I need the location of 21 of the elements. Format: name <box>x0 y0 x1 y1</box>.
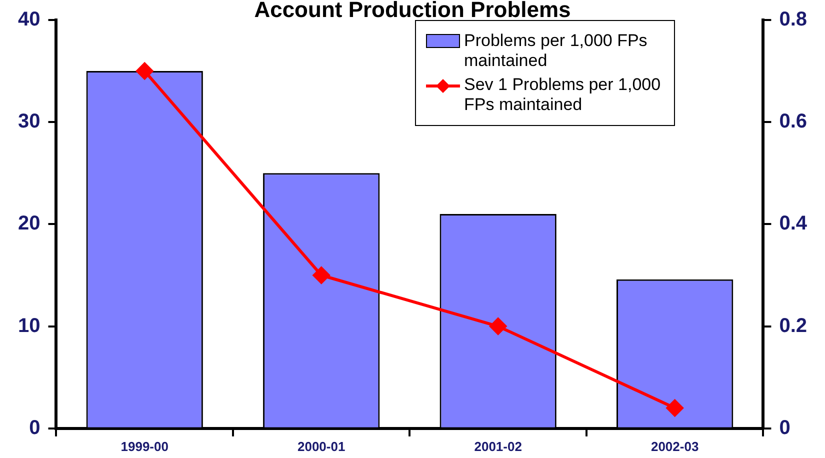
legend-label: Problems per 1,000 FPs maintained <box>464 31 648 71</box>
y-tick-label: 30 <box>18 110 40 133</box>
chart-title: Account Production Problems <box>254 0 571 22</box>
y2-tick-label: 0.2 <box>779 314 808 337</box>
x-tick-label: 1999-00 <box>120 438 168 454</box>
y2-tick-label: 0.4 <box>779 212 808 235</box>
x-tick-label: 2001-02 <box>474 438 522 454</box>
y2-tick-label: 0.6 <box>779 110 808 133</box>
y2-tick-label: 0 <box>779 416 790 439</box>
x-tick-label: 2000-01 <box>297 438 346 454</box>
legend-label: Sev 1 Problems per 1,000 FPs maintained <box>464 75 662 115</box>
y-tick-label: 40 <box>18 8 40 31</box>
point <box>666 399 684 416</box>
y2-tick-label: 0.8 <box>779 8 808 31</box>
point <box>490 318 507 335</box>
point <box>312 266 330 284</box>
x-tick-label: 2002-03 <box>650 438 699 454</box>
y-tick-label: 0 <box>29 416 40 439</box>
y-tick-label: 10 <box>18 314 40 337</box>
point <box>136 62 154 80</box>
y-tick-label: 20 <box>18 212 40 235</box>
